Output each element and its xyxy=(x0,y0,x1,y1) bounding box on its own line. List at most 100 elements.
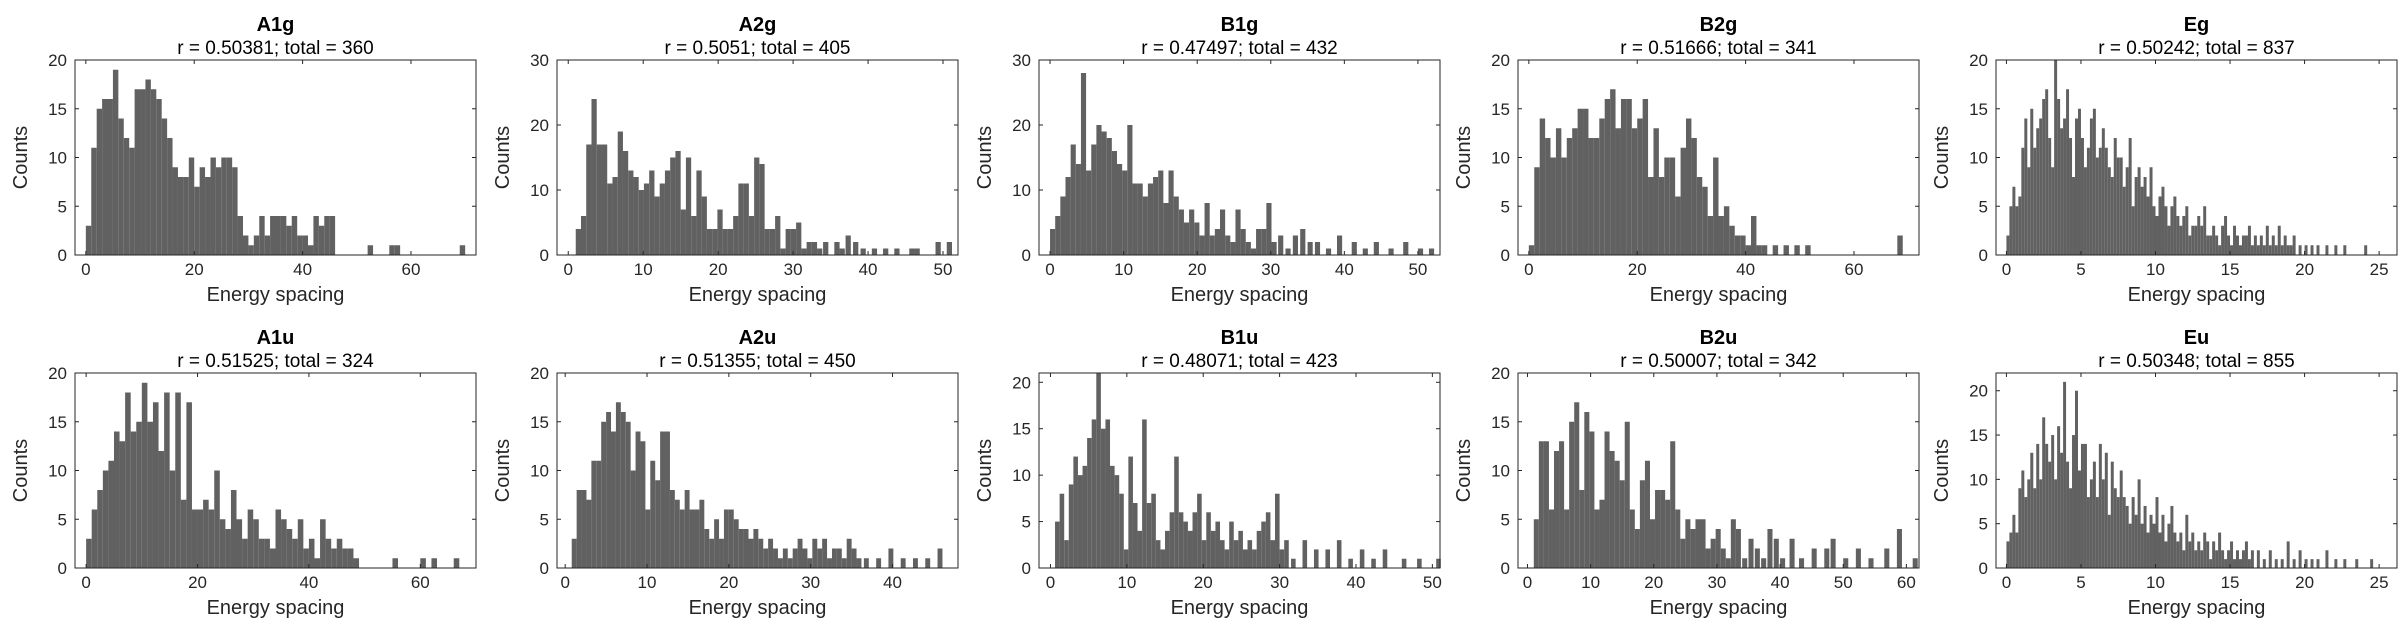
x-tick-label: 0 xyxy=(564,260,573,279)
histogram-bar xyxy=(1799,558,1805,568)
histogram-bar xyxy=(1127,125,1133,255)
histogram-bar xyxy=(937,548,943,568)
histogram-bar xyxy=(1064,540,1069,568)
axes-box xyxy=(1995,372,2398,569)
histogram-bar xyxy=(420,558,426,568)
histogram-bar xyxy=(792,548,798,568)
histogram-bar xyxy=(2021,470,2025,568)
x-axis-label: Energy spacing xyxy=(207,597,345,619)
histogram-bar xyxy=(1723,206,1730,255)
histogram-bar xyxy=(2119,157,2123,255)
histogram-bar xyxy=(2233,225,2237,255)
histogram-bar xyxy=(2140,186,2144,255)
histogram-bar xyxy=(946,242,953,255)
histogram-bar xyxy=(1137,183,1143,255)
histogram-bar xyxy=(1670,441,1676,568)
histogram-bar xyxy=(1087,438,1092,568)
axes-box xyxy=(1038,59,1441,256)
histogram-bar xyxy=(1206,512,1211,568)
histogram-bar xyxy=(1123,549,1129,568)
histogram-bar xyxy=(2325,245,2329,255)
histogram-bar xyxy=(834,242,840,255)
histogram-bar xyxy=(205,177,211,255)
histogram-bar xyxy=(2203,206,2207,255)
histogram-bar xyxy=(894,248,900,255)
histogram-bar xyxy=(704,529,710,568)
histogram-bar xyxy=(856,558,862,568)
histogram-bar xyxy=(2224,216,2228,255)
histogram-bar xyxy=(787,558,793,568)
x-tick-label: 50 xyxy=(1423,573,1442,592)
histogram-bar xyxy=(2230,541,2234,568)
histogram-bar xyxy=(576,490,582,568)
histogram-bar xyxy=(1685,519,1691,568)
histogram-bar xyxy=(1574,402,1580,568)
chart-panel-eg: Egr = 0.50242; total = 837 0 5 10 15 20 25 0 5 10… xyxy=(1931,14,2398,306)
histogram-bar xyxy=(780,248,786,255)
histogram-bar xyxy=(140,89,146,255)
histogram-bar xyxy=(914,248,920,255)
histogram-bar xyxy=(2086,147,2090,255)
histogram-bar xyxy=(2280,245,2284,255)
x-tick-label: 10 xyxy=(1114,260,1133,279)
histogram-bar xyxy=(2355,559,2359,568)
y-tick-label: 5 xyxy=(1501,197,1510,216)
chart-subtitle: r = 0.47497; total = 432 xyxy=(1141,38,1338,59)
y-tick-label: 0 xyxy=(1979,246,1988,265)
histogram-bar xyxy=(628,170,634,255)
histogram-bar xyxy=(1100,428,1106,568)
histogram-bar xyxy=(748,216,755,255)
y-axis-label: Counts xyxy=(492,126,514,189)
histogram-bar xyxy=(1220,540,1225,568)
histogram-bar xyxy=(2095,157,2099,255)
x-tick-label: 40 xyxy=(1347,573,1366,592)
histogram-bar xyxy=(2197,541,2201,568)
histogram-bar xyxy=(1091,144,1097,255)
histogram-bar xyxy=(86,538,92,568)
histogram-bar xyxy=(612,177,618,255)
histogram-bar xyxy=(2247,225,2251,255)
histogram-bar xyxy=(2063,118,2067,255)
histogram-bar xyxy=(2209,559,2213,568)
y-tick-label: 20 xyxy=(1012,116,1031,135)
x-tick-label: 20 xyxy=(719,573,738,592)
histogram-bar xyxy=(141,382,148,568)
histogram-bar xyxy=(2146,196,2150,255)
histogram-bar xyxy=(134,89,141,255)
histogram-bar xyxy=(2206,541,2210,568)
y-tick-label: 15 xyxy=(1012,420,1031,439)
histogram-bar xyxy=(2009,206,2013,255)
chart-subtitle: r = 0.50348; total = 855 xyxy=(2098,351,2295,372)
histogram-bar xyxy=(1313,549,1319,568)
histogram-bar xyxy=(845,235,851,255)
histogram-bar xyxy=(270,216,276,255)
histogram-bar xyxy=(210,157,216,255)
histogram-bar xyxy=(1075,164,1081,255)
histogram-bar xyxy=(601,144,608,255)
histogram-bar xyxy=(1151,493,1156,568)
histogram-bar xyxy=(1794,245,1800,255)
histogram-bar xyxy=(1615,128,1621,255)
histogram-bar xyxy=(617,131,623,255)
histogram-bar xyxy=(1729,225,1735,255)
histogram-bar xyxy=(2185,514,2189,568)
chart-subtitle: r = 0.50381; total = 360 xyxy=(177,38,374,59)
histogram-bar xyxy=(2221,550,2225,568)
histogram-bar xyxy=(1550,157,1556,255)
y-axis-label: Counts xyxy=(492,439,514,502)
histogram-bar xyxy=(389,245,395,255)
histogram-bar xyxy=(591,460,597,568)
histogram-bar xyxy=(1780,558,1786,568)
histogram-bar xyxy=(2244,541,2248,568)
histogram-bar xyxy=(286,225,292,255)
histogram-bar xyxy=(2066,89,2070,255)
histogram-bar xyxy=(655,480,661,568)
histogram-bar xyxy=(807,558,813,568)
histogram-bar xyxy=(684,490,690,568)
histogram-bar xyxy=(900,558,906,568)
histogram-bar xyxy=(394,245,401,255)
histogram-bar xyxy=(1884,548,1890,568)
